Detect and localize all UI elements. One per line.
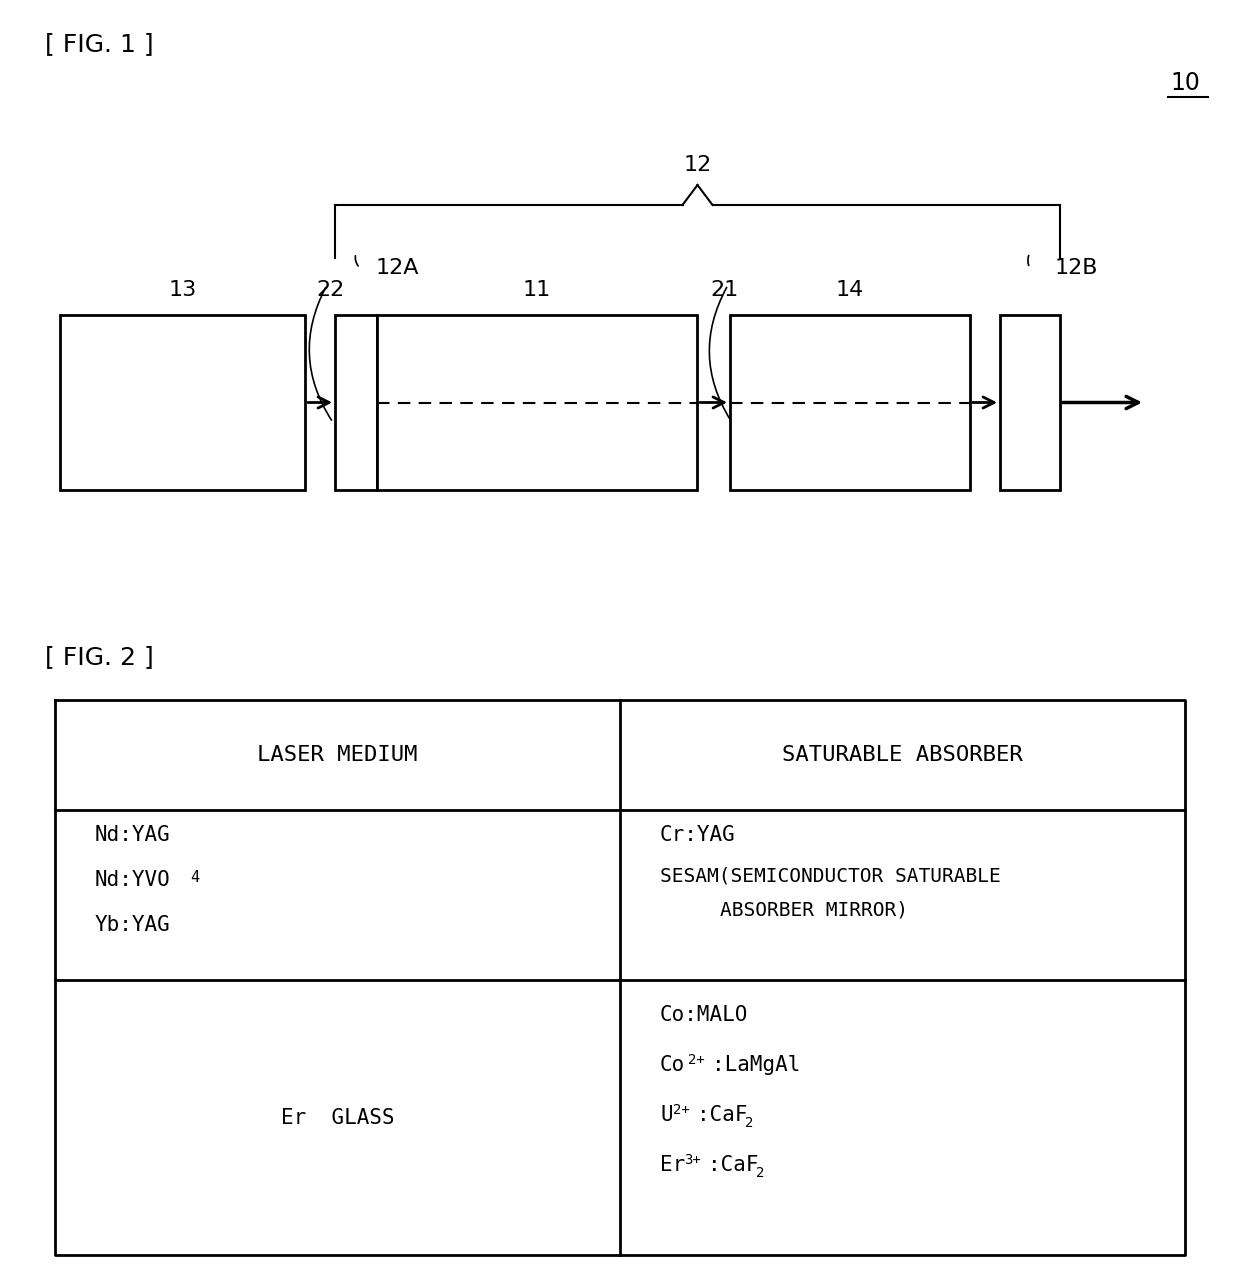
Text: 21: 21 (711, 279, 739, 300)
Text: 2: 2 (745, 1116, 754, 1131)
Text: LASER MEDIUM: LASER MEDIUM (257, 745, 418, 766)
Text: Er  GLASS: Er GLASS (280, 1108, 394, 1128)
Text: 2+: 2+ (688, 1053, 704, 1067)
Text: Er: Er (660, 1155, 686, 1175)
Text: 11: 11 (523, 279, 551, 300)
Text: 12A: 12A (376, 258, 419, 278)
Text: Co:MALO: Co:MALO (660, 1005, 749, 1025)
Text: Yb:YAG: Yb:YAG (95, 915, 171, 935)
Text: 3+: 3+ (684, 1154, 701, 1168)
Text: U: U (660, 1105, 672, 1125)
Text: 2+: 2+ (673, 1102, 689, 1116)
Text: 4: 4 (190, 870, 200, 886)
Text: :CaF: :CaF (708, 1155, 759, 1175)
Bar (999, 315, 1060, 490)
Text: 13: 13 (169, 279, 197, 300)
Text: :CaF: :CaF (697, 1105, 748, 1125)
Text: Co: Co (660, 1055, 686, 1074)
Text: :LaMgAl: :LaMgAl (712, 1055, 800, 1074)
Text: [ FIG. 2 ]: [ FIG. 2 ] (45, 644, 154, 669)
Text: ABSORBER MIRROR): ABSORBER MIRROR) (720, 901, 908, 920)
Text: Nd:YVO: Nd:YVO (95, 870, 171, 889)
Text: [ FIG. 1 ]: [ FIG. 1 ] (45, 32, 154, 56)
Text: SESAM(SEMICONDUCTOR SATURABLE: SESAM(SEMICONDUCTOR SATURABLE (660, 866, 1001, 886)
Bar (730, 315, 970, 490)
Text: 12: 12 (683, 154, 712, 175)
Bar (60, 315, 305, 490)
Text: 14: 14 (836, 279, 864, 300)
Text: 12B: 12B (1055, 258, 1099, 278)
Text: 22: 22 (316, 279, 345, 300)
Text: SATURABLE ABSORBER: SATURABLE ABSORBER (782, 745, 1023, 766)
Bar (377, 315, 697, 490)
Text: 2: 2 (756, 1166, 764, 1180)
Text: Cr:YAG: Cr:YAG (660, 826, 735, 845)
Text: 10: 10 (1171, 71, 1200, 94)
Text: Nd:YAG: Nd:YAG (95, 826, 171, 845)
Bar (335, 315, 377, 490)
